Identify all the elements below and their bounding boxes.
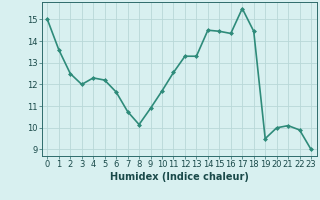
X-axis label: Humidex (Indice chaleur): Humidex (Indice chaleur) — [110, 172, 249, 182]
